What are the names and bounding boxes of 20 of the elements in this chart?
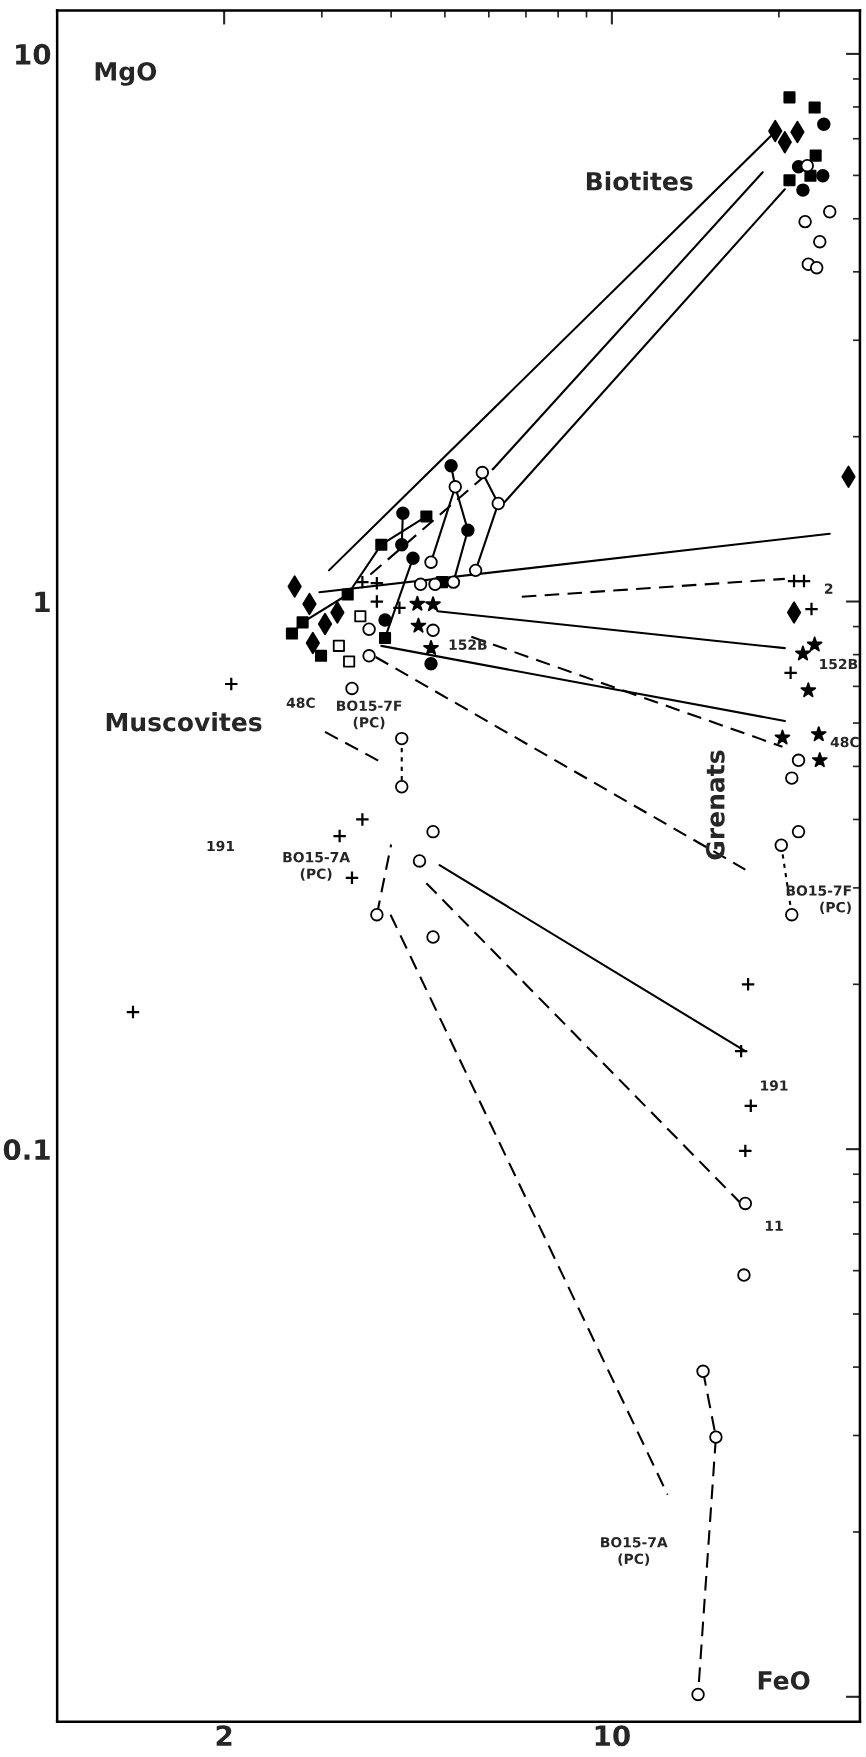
y-tick-label: 0.1	[3, 1139, 50, 1161]
annotation: Biotites	[586, 171, 693, 191]
annotation: 48C	[830, 736, 859, 748]
annotation: BO15-7A (PC)	[601, 1537, 668, 1566]
y-tick-label: 10	[16, 43, 51, 65]
annotation: 152B	[449, 639, 487, 650]
annotation: BO15-7A (PC)	[283, 851, 351, 881]
annotation: Muscovites	[106, 712, 262, 732]
y-axis-title: MgO	[95, 61, 157, 86]
annotation: 2	[825, 583, 833, 594]
y-tick-label: 1	[35, 591, 50, 613]
annotation: 191	[761, 1080, 788, 1091]
annotation: 11	[765, 1220, 783, 1231]
annotation: Grenats	[705, 750, 725, 860]
annotation: BO15-7F (PC)	[786, 885, 851, 915]
annotation: 152B	[820, 658, 858, 670]
x-axis-title: FeO	[758, 1670, 810, 1690]
annotation: BO15-7F (PC)	[337, 700, 402, 730]
annotation: 48C	[286, 697, 315, 709]
annotation: 191	[207, 840, 235, 852]
